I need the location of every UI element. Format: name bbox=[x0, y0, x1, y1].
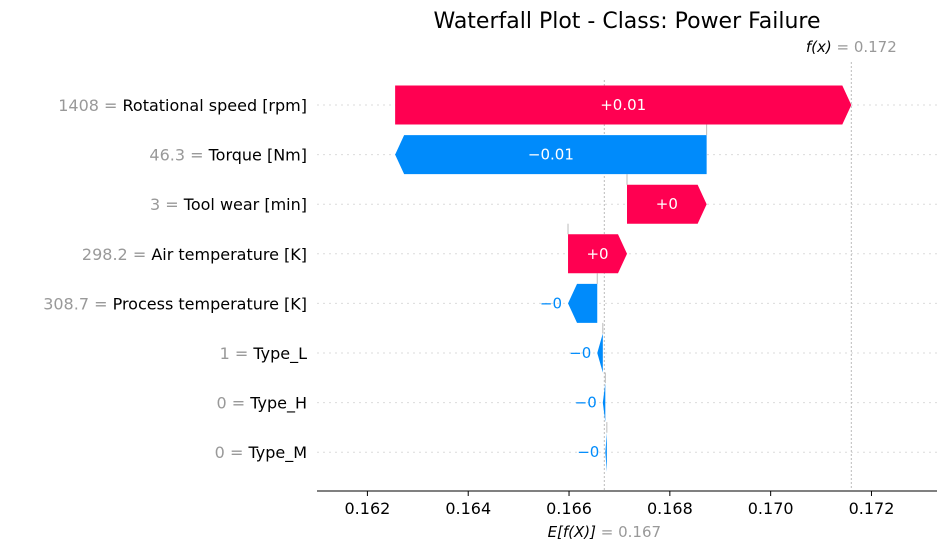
contribution-bars: +0.01 −0.01 +0 +0 −0 −0 −0 −0 bbox=[395, 85, 852, 472]
feature-value: 308.7 bbox=[43, 294, 89, 313]
x-tick-label: 0.170 bbox=[748, 499, 794, 518]
base-value-label: E[f(X)] = 0.167 bbox=[548, 523, 662, 541]
feature-name: Type_L bbox=[252, 344, 307, 364]
bar-value-label: +0.01 bbox=[600, 96, 646, 114]
base-label: E[f(X)] bbox=[548, 523, 597, 541]
feature-value: 298.2 bbox=[82, 245, 128, 264]
feature-label: 308.7 = Process temperature [K] bbox=[43, 294, 307, 313]
contribution-bar bbox=[602, 383, 606, 423]
contribution-bar bbox=[395, 135, 707, 175]
contribution-bar bbox=[597, 333, 603, 373]
base-value-text: = 0.167 bbox=[596, 523, 661, 541]
bar-value-label: +0 bbox=[586, 245, 608, 263]
contribution-bar bbox=[568, 283, 598, 323]
contribution-bar bbox=[605, 432, 607, 472]
base-value-annotation: E[f(X)] = 0.167 bbox=[548, 523, 662, 541]
bar-value-label: −0 bbox=[575, 394, 597, 412]
output-value-annotation: f(x) = 0.172 bbox=[806, 38, 897, 56]
bar-value-label: −0 bbox=[577, 443, 599, 461]
chart-title: Waterfall Plot - Class: Power Failure bbox=[433, 9, 820, 34]
feature-label: 0 = Type_H bbox=[216, 394, 307, 414]
equals-sign: = bbox=[185, 146, 209, 165]
x-tick-label: 0.166 bbox=[546, 499, 592, 518]
bar-value-label: −0.01 bbox=[528, 146, 574, 164]
reference-lines bbox=[567, 62, 852, 490]
feature-value: 1 bbox=[220, 344, 230, 363]
output-value-text: = 0.172 bbox=[832, 38, 897, 56]
feature-labels: 1408 = Rotational speed [rpm] 46.3 = Torq… bbox=[43, 96, 307, 463]
x-tick-label: 0.162 bbox=[345, 499, 391, 518]
feature-name: Type_H bbox=[249, 394, 307, 414]
output-label: f(x) bbox=[806, 38, 832, 56]
feature-name: Torque [Nm] bbox=[208, 146, 307, 165]
feature-value: 1408 bbox=[58, 96, 99, 115]
output-value-label: f(x) = 0.172 bbox=[806, 38, 897, 56]
equals-sign: = bbox=[230, 344, 254, 363]
equals-sign: = bbox=[160, 195, 184, 214]
feature-value: 3 bbox=[150, 195, 160, 214]
x-tick-label: 0.168 bbox=[647, 499, 693, 518]
x-tick-label: 0.172 bbox=[849, 499, 895, 518]
x-tick-label: 0.164 bbox=[445, 499, 491, 518]
feature-label: 1408 = Rotational speed [rpm] bbox=[58, 96, 307, 115]
equals-sign: = bbox=[227, 394, 251, 413]
feature-label: 46.3 = Torque [Nm] bbox=[149, 146, 307, 165]
contribution-bar bbox=[627, 184, 707, 224]
feature-name: Tool wear [min] bbox=[183, 195, 307, 214]
feature-name: Process temperature [K] bbox=[113, 294, 307, 313]
contribution-bar bbox=[568, 234, 627, 274]
bar-value-label: +0 bbox=[656, 195, 678, 213]
feature-value: 0 bbox=[215, 443, 225, 462]
feature-value: 0 bbox=[216, 394, 226, 413]
bar-value-label: −0 bbox=[569, 344, 591, 362]
feature-name: Type_M bbox=[247, 443, 307, 463]
contribution-bar bbox=[395, 85, 852, 125]
equals-sign: = bbox=[128, 245, 152, 264]
feature-label: 0 = Type_M bbox=[215, 443, 307, 463]
feature-value: 46.3 bbox=[149, 146, 185, 165]
feature-label: 298.2 = Air temperature [K] bbox=[82, 245, 307, 264]
equals-sign: = bbox=[225, 443, 249, 462]
equals-sign: = bbox=[99, 96, 123, 115]
feature-name: Rotational speed [rpm] bbox=[123, 96, 307, 115]
feature-label: 3 = Tool wear [min] bbox=[150, 195, 307, 214]
equals-sign: = bbox=[89, 294, 113, 313]
feature-label: 1 = Type_L bbox=[220, 344, 308, 364]
feature-name: Air temperature [K] bbox=[151, 245, 307, 264]
bar-value-label: −0 bbox=[540, 294, 562, 312]
x-axis: 0.162 0.164 0.166 0.168 0.170 0.172 bbox=[317, 490, 937, 518]
